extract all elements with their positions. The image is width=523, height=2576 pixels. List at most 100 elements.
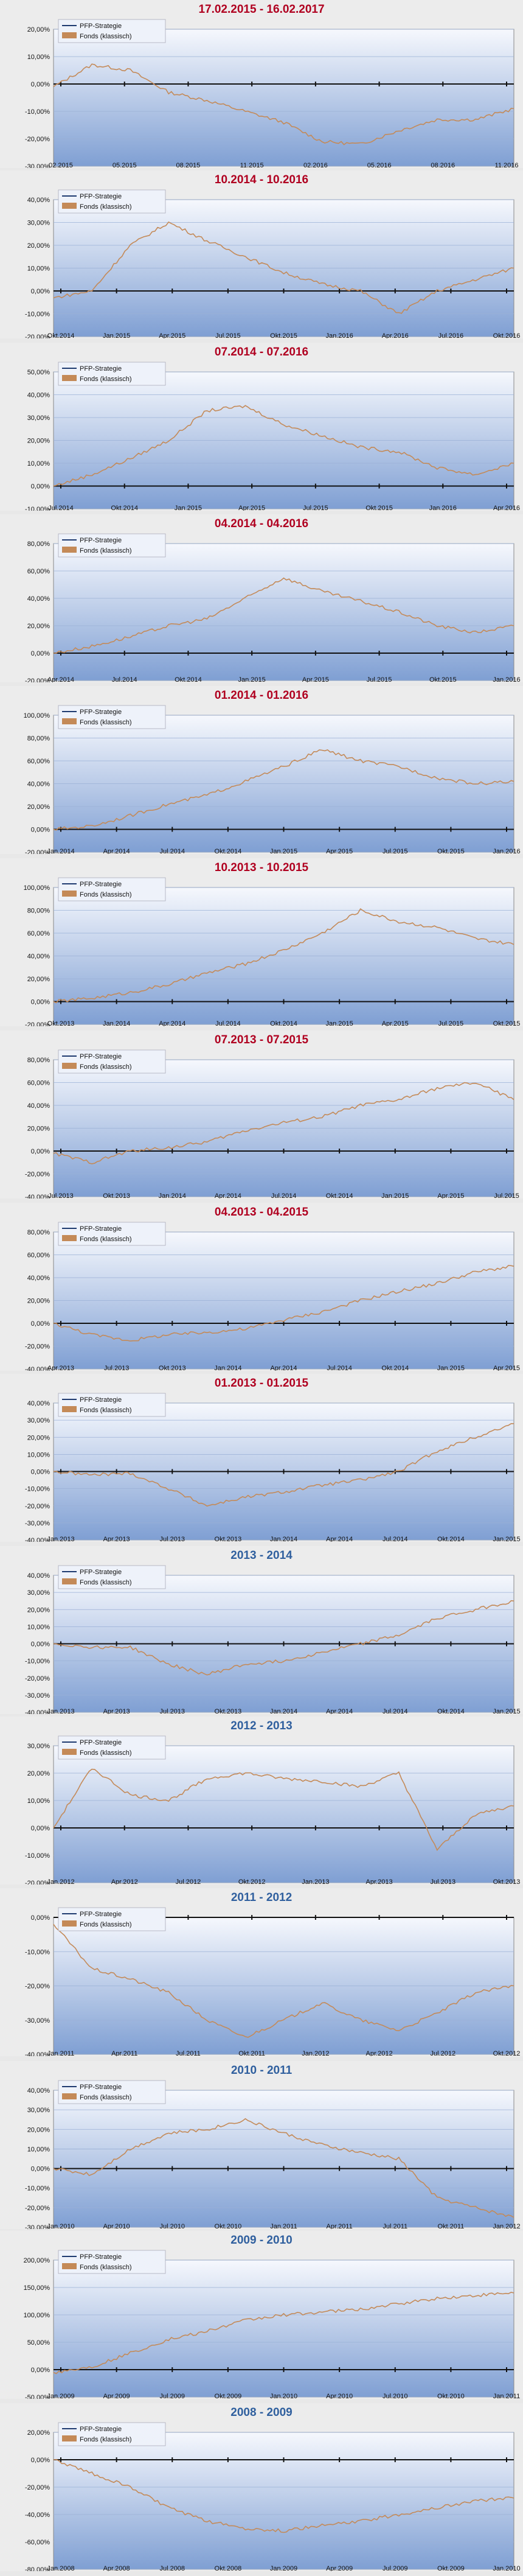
x-tick-label: Jul.2014 (112, 676, 137, 682)
legend-box (58, 533, 166, 558)
legend-swatch-fund (62, 547, 77, 553)
y-tick-label: 20,00% (27, 1125, 50, 1133)
line-chart: 20,00%10,00%0,00%-10,00%-20,00%-30,00%02… (25, 19, 518, 168)
x-tick-label: Jul.2010 (159, 2223, 185, 2229)
plot-area (53, 543, 514, 681)
chart-title: 2011 - 2012 (230, 1891, 293, 1904)
legend-box (58, 1222, 166, 1246)
chart-title: 04.2014 - 04.2016 (214, 517, 309, 530)
x-tick-label: Okt.2014 (111, 505, 138, 511)
chart-title: 01.2013 - 01.2015 (214, 1377, 309, 1390)
x-tick-label: Jan.2016 (493, 848, 520, 854)
y-tick-label: -20,00% (25, 1983, 50, 1990)
legend: PFP-Strategie Fonds (klassisch) (58, 189, 166, 214)
y-tick-label: 40,00% (27, 1572, 50, 1580)
x-tick-label: Apr.2013 (47, 1365, 74, 1371)
x-tick-label: Jul.2014 (383, 1708, 408, 1714)
x-tick-label: Jan.2012 (302, 2050, 329, 2056)
legend-swatch-fund (62, 2263, 77, 2269)
y-tick-label: 20,00% (27, 1770, 50, 1777)
line-chart: 30,00%20,00%10,00%0,00%-10,00%-20,00%Jan… (25, 1735, 520, 1885)
plot-area (53, 2432, 514, 2570)
x-tick-label: Okt.2013 (159, 1365, 186, 1371)
y-tick-label: 60,00% (27, 758, 50, 765)
legend-label-fund: Fonds (klassisch) (80, 1921, 132, 1928)
y-tick-label: 40,00% (27, 1102, 50, 1110)
x-tick-label: Apr.2014 (270, 1365, 297, 1371)
x-tick-label: Jul.2010 (383, 2393, 408, 2399)
x-tick-label: Jul.2014 (215, 1020, 241, 1026)
x-tick-label: Jul.2015 (303, 505, 328, 511)
y-tick-label: 40,00% (27, 595, 50, 603)
y-tick-label: -10,00% (25, 108, 50, 116)
chart-panel: 2008 - 2009 20,00% 0,00% -20,00% -40,00% -60,… (0, 2403, 523, 2571)
y-tick-label: 80,00% (27, 908, 50, 915)
y-tick-label: 40,00% (27, 781, 50, 788)
legend-label-ppp: PFP-Strategie (80, 1053, 122, 1060)
legend-label-fund: Fonds (klassisch) (80, 547, 132, 555)
x-tick-label: Okt.2010 (437, 2393, 465, 2399)
x-tick-label: Okt.2011 (437, 2223, 464, 2229)
x-tick-label: Okt.2014 (381, 1365, 409, 1371)
legend-label-fund: Fonds (klassisch) (80, 33, 132, 40)
x-tick-label: Apr.2014 (103, 848, 130, 854)
x-tick-label: Okt.2011 (238, 2050, 265, 2056)
x-tick-label: Jul.2016 (438, 332, 464, 338)
x-tick-label: Okt.2012 (493, 2050, 521, 2056)
x-tick-label: Okt.2015 (437, 848, 465, 854)
y-tick-label: 60,00% (27, 930, 50, 937)
x-tick-label: Jan.2015 (493, 1536, 520, 1542)
x-tick-label: Jul.2012 (430, 2050, 455, 2056)
y-tick-label: -20,00% (25, 1675, 50, 1682)
chart-title: 2013 - 2014 (230, 1549, 293, 1562)
y-tick-label: 0,00% (31, 2457, 50, 2464)
chart-panel: 07.2014 - 07.2016 50,00% 40,00% 30,00% 20,00… (0, 343, 523, 511)
x-tick-label: 11.2015 (240, 162, 264, 168)
legend-box (58, 1049, 166, 1074)
y-tick-label: -10,00% (25, 1852, 50, 1860)
y-tick-label: -20,00% (25, 136, 50, 143)
y-tick-label: 50,00% (27, 2339, 50, 2347)
y-tick-label: -60,00% (25, 2539, 50, 2546)
chart-panel: 01.2014 - 01.2016 100,00% 80,00% 60,00% 40,0… (0, 686, 523, 854)
x-tick-label: Jan.2014 (47, 848, 74, 854)
x-tick-label: Okt.2014 (437, 1536, 465, 1542)
chart-panel: 01.2013 - 01.2015 40,00% 30,00% 20,00% 10,00… (0, 1374, 523, 1542)
legend-label-ppp: PFP-Strategie (80, 537, 122, 544)
y-tick-label: -20,00% (25, 1343, 50, 1351)
y-tick-label: -30,00% (25, 2224, 50, 2229)
x-tick-label: Jan.2009 (47, 2393, 74, 2399)
x-tick-label: Okt.2014 (175, 676, 202, 682)
legend-label-ppp: PFP-Strategie (80, 2253, 122, 2261)
legend-swatch-fund (62, 375, 77, 381)
legend-box (58, 1393, 166, 1417)
x-tick-label: Jan.2014 (214, 1365, 241, 1371)
legend-swatch-fund (62, 891, 77, 897)
y-tick-label: -40,00% (25, 2051, 50, 2056)
y-tick-label: 10,00% (27, 2146, 50, 2153)
x-tick-label: Apr.2008 (103, 2565, 130, 2571)
legend-box (58, 2250, 166, 2274)
x-tick-label: Jan.2015 (270, 848, 297, 854)
y-tick-label: 10,00% (27, 1797, 50, 1805)
x-tick-label: Jul.2015 (438, 1020, 464, 1026)
y-tick-label: -20,00% (25, 334, 50, 338)
y-tick-label: -10,00% (25, 311, 50, 318)
x-tick-label: Jan.2016 (429, 505, 457, 511)
y-tick-label: 10,00% (27, 1451, 50, 1458)
x-tick-label: Apr.2015 (302, 676, 329, 682)
y-tick-label: 50,00% (27, 369, 50, 376)
fund-series-line (53, 1923, 514, 2038)
plot-area (53, 29, 514, 167)
x-tick-label: Okt.2014 (215, 848, 242, 854)
x-tick-label: Apr.2013 (103, 1536, 130, 1542)
fund-series-line (53, 1423, 514, 1507)
line-chart: 80,00% 60,00% 40,00% 20,00% 0,00% -20,00% -40,… (25, 1049, 519, 1199)
chart-title: 07.2013 - 07.2015 (214, 1034, 309, 1046)
y-tick-label: 80,00% (27, 1229, 50, 1236)
x-tick-label: Jul.2015 (383, 848, 408, 854)
chart-panel: 2009 - 2010 200,00% 150,00% 100,00% 50,00% 0,… (0, 2231, 523, 2399)
legend-swatch-fund (62, 2093, 77, 2099)
legend-label-fund: Fonds (klassisch) (80, 376, 132, 383)
